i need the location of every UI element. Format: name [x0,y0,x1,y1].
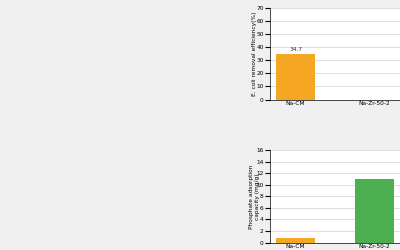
Text: 34.7: 34.7 [289,47,302,52]
Bar [355,179,394,242]
Bar [276,238,315,242]
Bar [276,54,315,100]
Y-axis label: Phosphate adsorption
capacity (mg/g): Phosphate adsorption capacity (mg/g) [249,164,260,228]
Y-axis label: E. coli removal efficiency(%): E. coli removal efficiency(%) [252,11,257,96]
